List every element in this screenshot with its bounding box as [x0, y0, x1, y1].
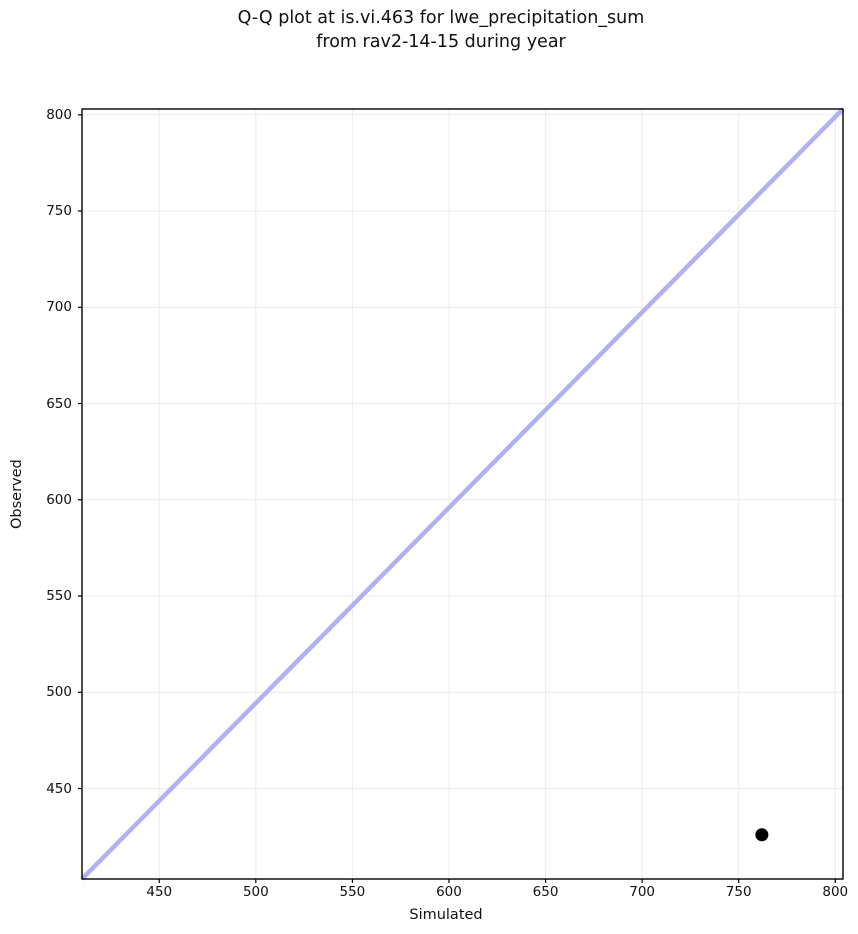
chart-title: Q-Q plot at is.vi.463 for lwe_precipitat…	[12, 7, 858, 54]
x-tick-label: 600	[436, 884, 462, 900]
identity-line	[80, 107, 845, 881]
x-tick-label: 550	[339, 884, 366, 900]
chart-title-line-2: from rav2-14-15 during year	[316, 31, 566, 52]
y-axis-label: Observed	[9, 459, 25, 529]
y-tick-label: 550	[46, 588, 72, 605]
x-tick-label: 450	[146, 884, 173, 900]
x-tick-label: 500	[242, 884, 269, 900]
y-tick-label: 500	[46, 684, 72, 701]
x-axis-label: Simulated	[409, 907, 483, 923]
y-tick-label: 750	[46, 203, 72, 220]
y-tick-label: 700	[46, 299, 72, 316]
y-tick-label: 450	[46, 780, 72, 797]
axes-frame	[81, 108, 844, 880]
y-tick-label: 800	[46, 106, 72, 123]
y-tick-label: 600	[46, 491, 72, 508]
chart-title-line-1: Q-Q plot at is.vi.463 for lwe_precipitat…	[237, 8, 645, 28]
x-tick-label: 700	[629, 884, 656, 900]
x-tick-label: 650	[532, 884, 559, 900]
x-tick-label: 750	[725, 884, 752, 900]
data-point	[755, 828, 769, 842]
x-tick-label: 800	[822, 884, 849, 900]
y-tick-label: 650	[46, 395, 72, 412]
